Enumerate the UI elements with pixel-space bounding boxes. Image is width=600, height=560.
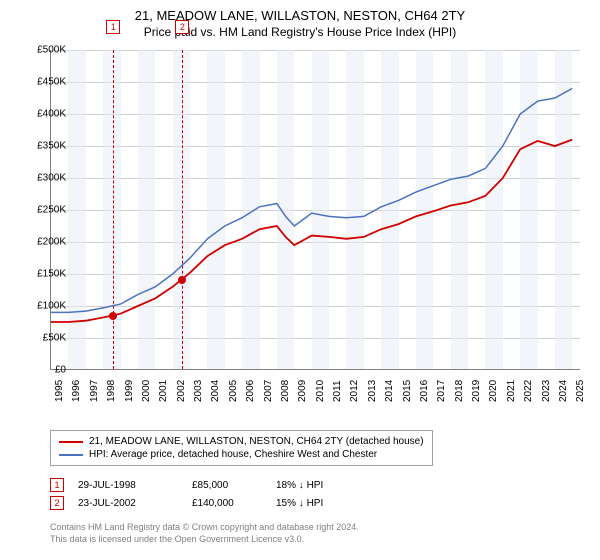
y-axis-label: £300K <box>37 173 66 184</box>
x-axis-label: 2014 <box>384 380 395 402</box>
y-axis-label: £200K <box>37 237 66 248</box>
y-axis-label: £400K <box>37 109 66 120</box>
title-line2: Price paid vs. HM Land Registry's House … <box>10 25 590 39</box>
footer-line1: Contains HM Land Registry data © Crown c… <box>50 522 359 534</box>
chart-plot-area: 12 <box>50 50 580 370</box>
legend-label: 21, MEADOW LANE, WILLASTON, NESTON, CH64… <box>89 436 424 447</box>
sales-row: 2 23-JUL-2002 £140,000 15% ↓ HPI <box>50 494 356 512</box>
x-axis-label: 1995 <box>54 380 65 402</box>
y-axis-label: £350K <box>37 141 66 152</box>
legend-item: HPI: Average price, detached house, Ches… <box>59 448 424 461</box>
x-axis-label: 2011 <box>332 380 343 402</box>
sales-row-index: 2 <box>50 496 64 510</box>
legend-label: HPI: Average price, detached house, Ches… <box>89 449 377 460</box>
y-axis-label: £450K <box>37 77 66 88</box>
x-axis-label: 2005 <box>228 380 239 402</box>
x-axis-label: 2000 <box>141 380 152 402</box>
chart-lines <box>51 50 581 370</box>
x-axis-label: 2006 <box>245 380 256 402</box>
y-axis-label: £500K <box>37 45 66 56</box>
x-axis-label: 2003 <box>193 380 204 402</box>
x-axis-label: 2001 <box>158 380 169 402</box>
x-axis-label: 1996 <box>71 380 82 402</box>
sale-marker-index: 2 <box>175 20 189 34</box>
x-axis-label: 2002 <box>176 380 187 402</box>
x-axis-label: 2023 <box>541 380 552 402</box>
x-axis-label: 2021 <box>506 380 517 402</box>
sales-row-date: 23-JUL-2002 <box>78 498 178 509</box>
x-axis-label: 2016 <box>419 380 430 402</box>
sales-row-delta: 15% ↓ HPI <box>276 498 356 509</box>
legend-item: 21, MEADOW LANE, WILLASTON, NESTON, CH64… <box>59 435 424 448</box>
sales-table: 1 29-JUL-1998 £85,000 18% ↓ HPI 2 23-JUL-2002… <box>50 476 356 512</box>
x-axis-label: 2020 <box>488 380 499 402</box>
x-axis-label: 2019 <box>471 380 482 402</box>
x-axis-label: 1998 <box>106 380 117 402</box>
sales-row-price: £85,000 <box>192 480 262 491</box>
sale-marker-index: 1 <box>106 20 120 34</box>
x-axis-label: 2009 <box>297 380 308 402</box>
y-axis-label: £150K <box>37 269 66 280</box>
x-axis-label: 2015 <box>402 380 413 402</box>
x-axis-label: 2024 <box>558 380 569 402</box>
chart-title-block: 21, MEADOW LANE, WILLASTON, NESTON, CH64… <box>0 0 600 43</box>
x-axis-label: 2012 <box>349 380 360 402</box>
series-line <box>51 88 572 312</box>
title-line1: 21, MEADOW LANE, WILLASTON, NESTON, CH64… <box>10 8 590 23</box>
x-axis-label: 2018 <box>454 380 465 402</box>
x-axis-label: 2010 <box>315 380 326 402</box>
legend-swatch <box>59 441 83 443</box>
footer-attribution: Contains HM Land Registry data © Crown c… <box>50 522 359 545</box>
series-line <box>51 140 572 322</box>
x-axis-label: 2004 <box>210 380 221 402</box>
x-axis-label: 2025 <box>575 380 586 402</box>
sales-row-delta: 18% ↓ HPI <box>276 480 356 491</box>
x-axis-label: 2013 <box>367 380 378 402</box>
sales-row: 1 29-JUL-1998 £85,000 18% ↓ HPI <box>50 476 356 494</box>
x-axis-label: 2008 <box>280 380 291 402</box>
legend-box: 21, MEADOW LANE, WILLASTON, NESTON, CH64… <box>50 430 433 466</box>
x-axis-label: 2007 <box>263 380 274 402</box>
x-axis-label: 2022 <box>523 380 534 402</box>
sales-row-index: 1 <box>50 478 64 492</box>
legend-swatch <box>59 454 83 456</box>
sales-row-price: £140,000 <box>192 498 262 509</box>
footer-line2: This data is licensed under the Open Gov… <box>50 534 359 546</box>
x-axis-label: 2017 <box>436 380 447 402</box>
x-axis-label: 1999 <box>124 380 135 402</box>
x-axis-label: 1997 <box>89 380 100 402</box>
y-axis-label: £50K <box>43 333 66 344</box>
y-axis-label: £100K <box>37 301 66 312</box>
sales-row-date: 29-JUL-1998 <box>78 480 178 491</box>
y-axis-label: £0 <box>55 365 66 376</box>
y-axis-label: £250K <box>37 205 66 216</box>
